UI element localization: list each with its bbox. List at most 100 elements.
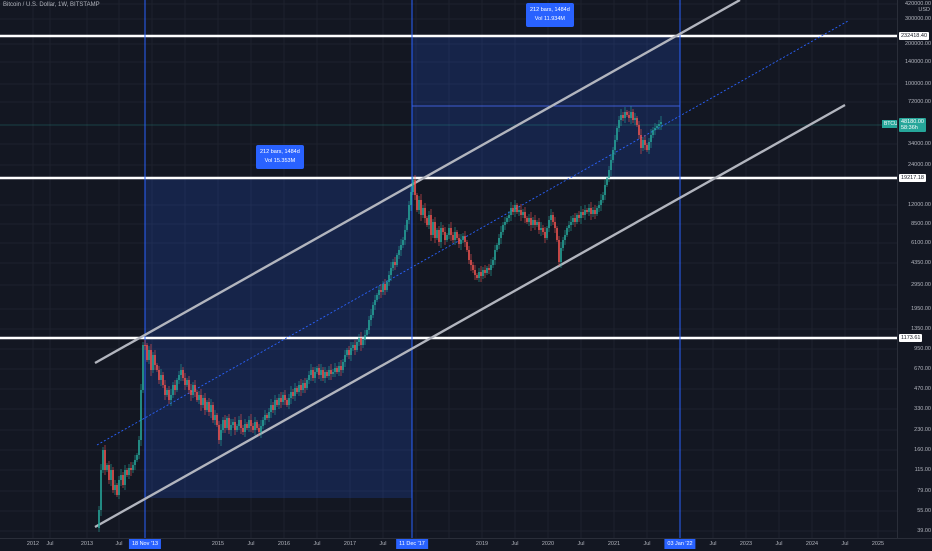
candle-body (454, 232, 456, 240)
price-tick: 34000.00 (908, 141, 931, 147)
candle-body (254, 422, 256, 430)
candle-body (460, 240, 462, 244)
candle-body (404, 230, 406, 240)
candle-body (468, 250, 470, 260)
candle-body (512, 208, 514, 212)
time-tick: Jul (709, 541, 717, 547)
candle-body (300, 385, 302, 390)
candle-body (138, 440, 140, 455)
candle-body (262, 420, 264, 426)
candle-body (276, 400, 278, 405)
price-tick: 140000.00 (905, 59, 931, 65)
candle-body (120, 475, 122, 480)
candle-body (174, 385, 176, 390)
candle-body (628, 115, 630, 118)
candle-body (246, 424, 248, 428)
chart-area[interactable]: Bitcoin / U.S. Dollar, 1W, BITSTAMP 212 … (0, 0, 897, 538)
candle-body (144, 345, 146, 346)
candle-body (510, 208, 512, 215)
candle-body (378, 290, 380, 295)
candle-body (438, 230, 440, 242)
candle-body (132, 465, 134, 470)
candle-body (580, 212, 582, 218)
candle-body (226, 418, 228, 428)
time-tick: 2019 (475, 541, 489, 547)
candle-body (648, 142, 650, 150)
candle-body (412, 180, 414, 192)
candle-body (430, 215, 432, 235)
symbol-title: Bitcoin / U.S. Dollar, 1W, BITSTAMP (3, 2, 100, 8)
candle-body (458, 238, 460, 244)
candle-body (156, 365, 158, 370)
candle-body (518, 210, 520, 212)
channel-upper (94, 0, 741, 365)
candle-body (222, 420, 224, 430)
candle-body (112, 470, 114, 490)
time-tick: 2012 (26, 541, 40, 547)
candle-body (338, 366, 340, 372)
candle-body (568, 225, 570, 228)
currency-label: USD (918, 7, 930, 13)
candle-body (194, 385, 196, 392)
candle-body (602, 195, 604, 200)
candle-body (208, 402, 210, 412)
candle-body (278, 398, 280, 405)
candle-body (230, 425, 232, 430)
candle-body (436, 230, 438, 238)
price-chart[interactable] (0, 0, 897, 538)
candle-body (342, 362, 344, 370)
price-tick: 24000.00 (908, 162, 931, 168)
candle-body (634, 118, 636, 120)
time-tick: Jul (775, 541, 783, 547)
range-callout-1: 212 bars, 1484d Vol 15.353M (256, 145, 304, 169)
candle-body (552, 215, 554, 222)
candle-body (362, 340, 364, 345)
candle-body (212, 405, 214, 420)
candle-body (344, 355, 346, 362)
current-countdown: 58:36h (901, 125, 918, 131)
candle-body (442, 228, 444, 232)
candle-body (392, 262, 394, 268)
candle-body (654, 128, 656, 130)
candle-body (540, 228, 542, 230)
candle-body (294, 388, 296, 396)
candle-body (206, 402, 208, 410)
candle-body (270, 405, 272, 412)
time-tick: Jul (511, 541, 519, 547)
candle-body (474, 270, 476, 275)
candle-body (332, 372, 334, 374)
candle-body (204, 398, 206, 410)
candle-body (592, 210, 594, 214)
candle-body (636, 118, 638, 125)
time-axis[interactable]: 2012 Jul 2013 Jul 2015 Jul 2016 Jul 2017… (0, 538, 932, 551)
candle-body (374, 300, 376, 305)
candle-body (296, 388, 298, 392)
candle-body (576, 215, 578, 222)
time-tick: Jul (643, 541, 651, 547)
candle-body (402, 240, 404, 245)
candle-body (500, 232, 502, 238)
candle-body (370, 315, 372, 320)
candle-body (336, 368, 338, 372)
candle-body (154, 355, 156, 365)
candle-body (528, 218, 530, 222)
candle-body (264, 415, 266, 420)
price-axis[interactable]: USD 420000.00 300000.00 200000.00 140000… (897, 0, 932, 538)
candle-body (182, 370, 184, 378)
candle-body (348, 350, 350, 355)
candle-body (302, 383, 304, 390)
candle-body (148, 350, 150, 360)
candle-body (556, 228, 558, 240)
candle-body (308, 375, 310, 380)
time-tick: Jul (841, 541, 849, 547)
candle-body (456, 232, 458, 238)
candle-body (106, 465, 108, 470)
current-price: 48180.00 (901, 119, 924, 125)
candle-body (642, 140, 644, 148)
candle-body (168, 390, 170, 400)
candle-body (600, 200, 602, 205)
price-tick: 39.00 (917, 528, 931, 534)
time-tick: 2015 (211, 541, 225, 547)
candle-body (116, 485, 118, 495)
candle-body (366, 330, 368, 335)
